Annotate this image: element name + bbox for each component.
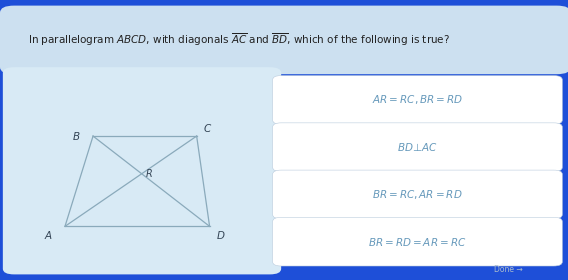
Text: $A$: $A$ <box>44 229 52 241</box>
FancyBboxPatch shape <box>3 67 281 274</box>
Text: $AR = RC, BR = RD$: $AR = RC, BR = RD$ <box>372 94 463 106</box>
Text: $BD ⊥ AC$: $BD ⊥ AC$ <box>397 141 438 153</box>
Text: In parallelogram $\it{ABCD}$, with diagonals $\overline{AC}$ and $\overline{BD}$: In parallelogram $\it{ABCD}$, with diago… <box>28 32 450 48</box>
Text: $BR = RD = AR = RC$: $BR = RD = AR = RC$ <box>368 236 467 248</box>
FancyBboxPatch shape <box>0 6 568 74</box>
Text: $C$: $C$ <box>203 122 212 134</box>
Text: $D$: $D$ <box>216 229 225 241</box>
FancyBboxPatch shape <box>273 76 562 124</box>
Text: Done →: Done → <box>494 265 523 274</box>
Text: $B$: $B$ <box>72 130 81 142</box>
FancyBboxPatch shape <box>273 123 562 171</box>
FancyBboxPatch shape <box>273 170 562 219</box>
FancyBboxPatch shape <box>273 217 562 266</box>
Text: $R$: $R$ <box>145 167 152 179</box>
Text: $BR = RC, AR = RD$: $BR = RC, AR = RD$ <box>372 188 463 201</box>
